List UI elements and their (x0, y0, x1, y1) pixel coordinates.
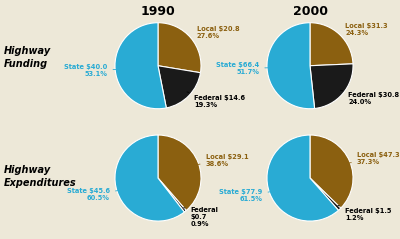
Text: Local $29.1
38.6%: Local $29.1 38.6% (195, 154, 248, 167)
Text: 2000: 2000 (292, 5, 328, 18)
Wedge shape (310, 64, 353, 109)
Wedge shape (158, 178, 186, 212)
Wedge shape (115, 135, 184, 221)
Text: State $45.6
60.5%: State $45.6 60.5% (67, 188, 121, 201)
Text: Local $47.3
37.3%: Local $47.3 37.3% (346, 152, 400, 165)
Text: Highway
Funding: Highway Funding (4, 46, 51, 69)
Wedge shape (310, 178, 341, 210)
Wedge shape (267, 135, 338, 221)
Wedge shape (158, 135, 201, 211)
Text: Federal $14.6
19.3%: Federal $14.6 19.3% (187, 92, 246, 108)
Text: Federal
$0.7
0.9%: Federal $0.7 0.9% (184, 207, 218, 227)
Text: Local $31.3
24.3%: Local $31.3 24.3% (338, 22, 388, 38)
Wedge shape (158, 23, 201, 73)
Wedge shape (267, 23, 314, 109)
Wedge shape (310, 23, 353, 66)
Text: State $77.9
61.5%: State $77.9 61.5% (219, 190, 273, 202)
Text: Local $20.8
27.6%: Local $20.8 27.6% (188, 26, 239, 41)
Text: 1990: 1990 (141, 5, 175, 18)
Text: Highway
Expenditures: Highway Expenditures (4, 165, 77, 189)
Wedge shape (310, 135, 353, 208)
Text: Federal $30.8
24.0%: Federal $30.8 24.0% (340, 90, 400, 105)
Text: Federal $1.5
1.2%: Federal $1.5 1.2% (338, 205, 391, 221)
Wedge shape (158, 66, 200, 108)
Text: State $40.0
53.1%: State $40.0 53.1% (64, 64, 119, 77)
Text: State $66.4
51.7%: State $66.4 51.7% (216, 62, 271, 75)
Wedge shape (115, 23, 166, 109)
